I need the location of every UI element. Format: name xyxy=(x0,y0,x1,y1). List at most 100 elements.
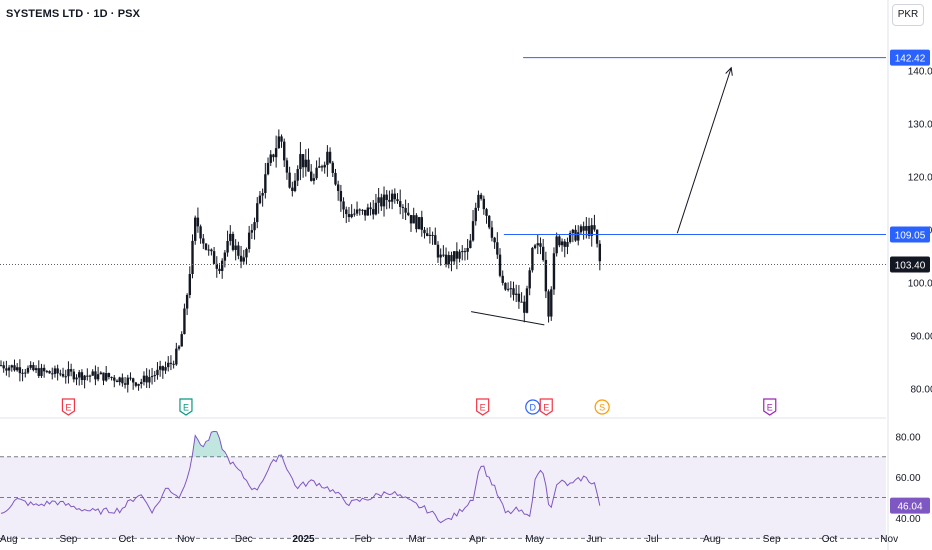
candle-body xyxy=(520,301,523,303)
candle-body xyxy=(115,380,119,383)
trend-line[interactable] xyxy=(471,311,545,326)
candle-body xyxy=(45,371,49,373)
candle-body xyxy=(75,377,78,380)
candle-body xyxy=(434,235,437,245)
currency-button[interactable]: PKR xyxy=(892,4,924,26)
candle-body xyxy=(204,243,208,250)
candle-body xyxy=(40,367,43,376)
candle-body xyxy=(183,308,186,335)
candle-body xyxy=(34,368,38,371)
candle-body xyxy=(339,190,343,202)
candle-body xyxy=(107,373,111,378)
candle-body xyxy=(48,371,51,374)
candle-body xyxy=(283,141,286,161)
candle-body xyxy=(496,242,499,255)
candle-body xyxy=(401,206,405,208)
candle-body xyxy=(436,244,440,258)
candle-body xyxy=(137,383,140,386)
candle-body xyxy=(242,257,245,262)
candle-body xyxy=(172,363,175,365)
candle-body xyxy=(463,251,467,253)
candle-body xyxy=(366,207,370,216)
candle-body xyxy=(447,255,450,265)
candle-body xyxy=(291,187,294,191)
candle-body xyxy=(191,240,194,275)
event-marker[interactable] xyxy=(476,398,490,416)
candle-body xyxy=(423,229,426,234)
candle-body xyxy=(461,251,464,253)
candle-body xyxy=(552,253,556,290)
candle-body xyxy=(299,154,302,170)
candle-body xyxy=(485,209,488,216)
candle-body xyxy=(15,367,19,371)
candle-body xyxy=(336,184,340,191)
candle-body xyxy=(212,251,216,264)
candle-body xyxy=(558,236,561,246)
candle-body xyxy=(504,282,507,290)
candle-body xyxy=(91,371,94,376)
candle-body xyxy=(404,207,407,213)
candle-body xyxy=(439,254,442,258)
event-marker[interactable] xyxy=(539,398,553,416)
event-marker[interactable] xyxy=(61,398,76,416)
candle-body xyxy=(479,194,483,199)
candle-body xyxy=(547,291,550,317)
candle-body xyxy=(541,246,545,260)
candle-body xyxy=(264,174,267,194)
candle-body xyxy=(417,217,421,230)
candle-body xyxy=(237,245,240,256)
x-tick-label: Sep xyxy=(763,534,781,545)
candle-body xyxy=(134,382,138,386)
candle-body xyxy=(164,367,167,371)
x-tick-label: Sep xyxy=(60,534,78,545)
candle-body xyxy=(53,368,57,374)
event-marker[interactable] xyxy=(179,398,193,416)
event-letter: D xyxy=(530,403,537,413)
event-letter: E xyxy=(767,403,773,413)
candle-body xyxy=(320,166,324,168)
candle-body xyxy=(307,159,310,172)
candle-body xyxy=(220,260,224,271)
candle-body xyxy=(80,372,84,381)
candle-body xyxy=(29,364,32,368)
candle-body xyxy=(104,373,108,381)
candle-body xyxy=(121,377,124,384)
rsi-line[interactable] xyxy=(0,430,601,524)
x-tick-label: Nov xyxy=(177,534,195,545)
candle-body xyxy=(148,377,151,383)
level-label: 142.42 xyxy=(895,54,926,65)
candle-body xyxy=(296,169,299,181)
candle-body xyxy=(353,213,356,215)
rsi-tick-label: 60.00 xyxy=(895,473,920,484)
event-marker[interactable] xyxy=(594,399,610,415)
candle-body xyxy=(10,365,13,368)
projection-arrow[interactable] xyxy=(676,67,732,234)
x-tick-label: Apr xyxy=(469,534,485,545)
candle-body xyxy=(568,233,572,243)
candle-body xyxy=(488,215,491,228)
candle-body xyxy=(32,364,35,371)
candle-body xyxy=(161,366,165,371)
candle-body xyxy=(560,241,564,246)
candle-body xyxy=(59,373,62,375)
candle-body xyxy=(196,217,200,227)
y-tick-label: 100.00 xyxy=(908,278,932,289)
y-tick-label: 140.00 xyxy=(908,66,932,77)
candle-body xyxy=(88,375,92,377)
candle-body xyxy=(118,377,121,383)
event-letter: E xyxy=(65,403,71,413)
candle-body xyxy=(595,229,599,244)
arrow-head xyxy=(725,66,733,76)
candle-body xyxy=(110,377,113,379)
candle-body xyxy=(113,377,116,381)
candle-body xyxy=(474,207,477,222)
event-letter: S xyxy=(599,403,605,413)
candle-body xyxy=(452,251,456,262)
candle-body xyxy=(258,195,262,204)
candle-body xyxy=(102,372,105,381)
candle-body xyxy=(56,368,59,374)
candle-body xyxy=(131,378,135,383)
event-marker[interactable] xyxy=(763,398,777,416)
